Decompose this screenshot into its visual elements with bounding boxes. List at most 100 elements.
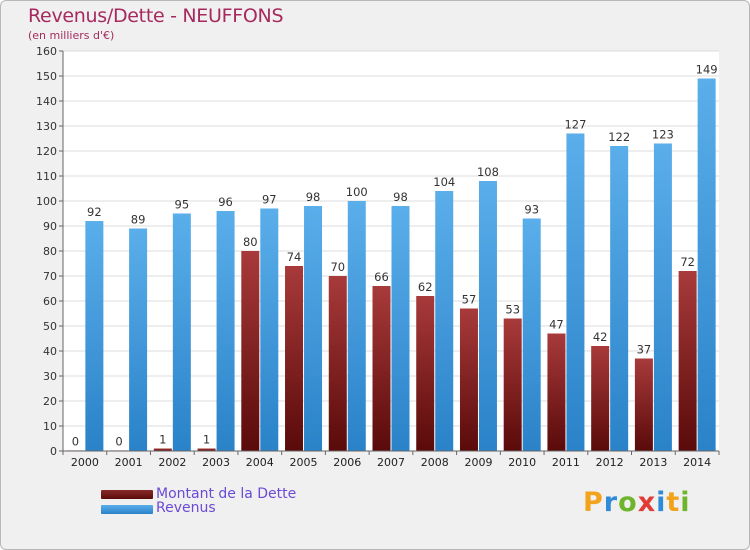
legend-swatch-debt xyxy=(101,490,153,499)
x-tick-label: 2002 xyxy=(158,456,186,469)
bar-debt xyxy=(459,308,478,451)
x-tick-label: 2003 xyxy=(202,456,230,469)
bar-revenus xyxy=(216,211,235,451)
x-tick-label: 2012 xyxy=(596,456,624,469)
bar-debt xyxy=(591,346,610,451)
y-tick-label: 160 xyxy=(36,45,57,58)
data-label-debt: 70 xyxy=(330,260,345,274)
bar-revenus xyxy=(304,206,323,451)
bar-debt xyxy=(197,448,216,451)
logo-letter: i xyxy=(656,487,667,518)
bar-debt xyxy=(678,271,697,451)
bar-revenus xyxy=(260,208,279,451)
data-label-revenus: 89 xyxy=(131,213,146,227)
data-label-debt: 37 xyxy=(637,343,652,357)
x-tick-label: 2000 xyxy=(71,456,99,469)
bar-revenus xyxy=(522,218,541,451)
y-tick-label: 50 xyxy=(43,320,57,333)
data-label-revenus: 104 xyxy=(433,175,455,189)
x-tick-label: 2010 xyxy=(508,456,536,469)
data-label-revenus: 93 xyxy=(524,203,539,217)
bar-debt xyxy=(416,296,435,451)
bar-revenus xyxy=(391,206,410,451)
bar-debt xyxy=(328,276,347,451)
bar-revenus xyxy=(478,181,497,451)
data-label-debt: 1 xyxy=(203,433,210,447)
logo-letter: i xyxy=(680,487,691,518)
legend-label-debt: Montant de la Dette xyxy=(156,486,297,502)
data-label-revenus: 92 xyxy=(87,205,102,219)
data-label-debt: 80 xyxy=(243,235,258,249)
bar-revenus xyxy=(697,78,716,451)
y-tick-label: 0 xyxy=(50,445,57,458)
y-tick-label: 80 xyxy=(43,245,57,258)
bar-revenus xyxy=(653,143,672,451)
y-tick-label: 110 xyxy=(36,170,57,183)
chart-subtitle: (en milliers d'€) xyxy=(28,29,115,42)
data-label-revenus: 98 xyxy=(393,190,408,204)
data-label-debt: 53 xyxy=(505,303,520,317)
y-tick-label: 130 xyxy=(36,120,57,133)
data-label-revenus: 122 xyxy=(608,130,630,144)
y-tick-label: 60 xyxy=(43,295,57,308)
legend-swatch-revenus xyxy=(101,505,153,514)
bar-revenus xyxy=(435,191,454,451)
data-label-debt: 47 xyxy=(549,318,564,332)
x-tick-label: 2009 xyxy=(464,456,492,469)
legend-label-revenus: Revenus xyxy=(156,500,216,516)
y-tick-label: 90 xyxy=(43,220,57,233)
logo-letter: P xyxy=(583,487,604,518)
logo-letter: x xyxy=(637,487,657,518)
bar-debt xyxy=(372,286,391,451)
data-label-revenus: 127 xyxy=(564,118,586,132)
x-tick-label: 2004 xyxy=(246,456,274,469)
y-tick-label: 10 xyxy=(43,420,57,433)
logo-letter: r xyxy=(603,487,619,518)
data-label-revenus: 96 xyxy=(218,195,233,209)
bar-debt xyxy=(503,318,522,451)
x-tick-label: 2007 xyxy=(377,456,405,469)
y-tick-label: 30 xyxy=(43,370,57,383)
proxiti-logo: Proxiti xyxy=(583,487,691,518)
bar-debt xyxy=(241,251,260,451)
x-tick-label: 2008 xyxy=(421,456,449,469)
y-tick-label: 150 xyxy=(36,70,57,83)
bar-revenus xyxy=(129,228,148,451)
bar-debt xyxy=(547,333,566,451)
y-tick-label: 70 xyxy=(43,270,57,283)
x-tick-label: 2014 xyxy=(683,456,711,469)
data-label-revenus: 97 xyxy=(262,193,277,207)
logo-letter: o xyxy=(618,487,638,518)
logo-letter: t xyxy=(666,487,681,518)
x-tick-label: 2011 xyxy=(552,456,580,469)
x-tick-label: 2001 xyxy=(115,456,143,469)
data-label-revenus: 98 xyxy=(306,190,321,204)
bar-revenus xyxy=(566,133,585,451)
data-label-debt: 42 xyxy=(593,330,608,344)
data-label-debt: 0 xyxy=(72,434,79,448)
bar-revenus xyxy=(85,221,104,451)
y-tick-label: 20 xyxy=(43,395,57,408)
y-tick-label: 100 xyxy=(36,195,57,208)
bar-revenus xyxy=(347,201,366,451)
y-tick-label: 140 xyxy=(36,95,57,108)
bar-debt xyxy=(285,266,304,451)
bar-debt xyxy=(153,448,172,451)
data-label-revenus: 108 xyxy=(477,165,499,179)
bar-revenus xyxy=(172,213,191,451)
data-label-revenus: 123 xyxy=(652,128,674,142)
x-tick-label: 2006 xyxy=(333,456,361,469)
x-tick-label: 2005 xyxy=(290,456,318,469)
chart-title: Revenus/Dette - NEUFFONS xyxy=(28,5,284,27)
data-label-debt: 74 xyxy=(287,250,302,264)
data-label-debt: 62 xyxy=(418,280,433,294)
bar-debt xyxy=(634,358,653,451)
bar-revenus xyxy=(610,146,629,451)
data-label-debt: 72 xyxy=(680,255,695,269)
data-label-debt: 0 xyxy=(115,434,122,448)
y-tick-label: 40 xyxy=(43,345,57,358)
y-tick-label: 120 xyxy=(36,145,57,158)
data-label-debt: 66 xyxy=(374,270,389,284)
